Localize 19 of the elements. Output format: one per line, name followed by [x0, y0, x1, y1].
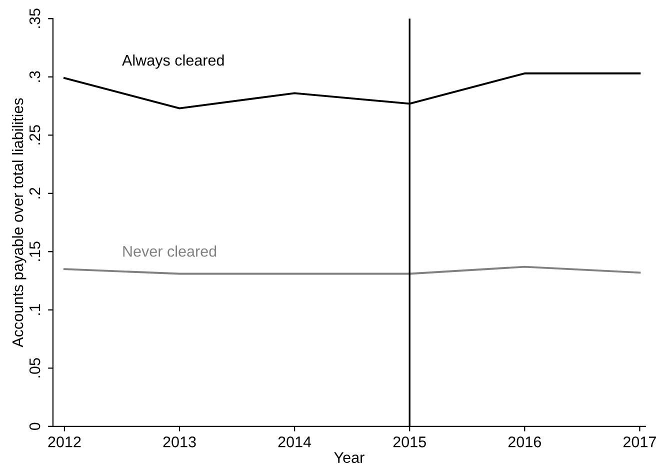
- x-tick-label: 2016: [508, 436, 541, 448]
- x-tick-label: 2014: [278, 436, 312, 448]
- y-tick-label: 0: [29, 422, 40, 430]
- y-tick-label: .25: [29, 125, 40, 144]
- series-label: Never cleared: [123, 246, 216, 257]
- x-tick-label: 2013: [163, 436, 196, 448]
- series-label: Always cleared: [122, 54, 224, 69]
- line-series: [63, 266, 641, 275]
- x-axis-title: Year: [334, 452, 364, 463]
- y-tick-label: .1: [30, 304, 40, 315]
- y-tick-label: .05: [29, 358, 40, 378]
- y-tick-label: .2: [29, 188, 40, 198]
- x-tick-label: 2012: [48, 436, 81, 448]
- x-tick-label: 2017: [623, 436, 656, 448]
- y-tick-label: .35: [29, 8, 40, 28]
- y-tick-label: .15: [30, 242, 40, 261]
- x-tick-label: 2015: [393, 436, 426, 448]
- y-tick-label: .3: [29, 71, 40, 82]
- y-axis-title: Accounts payable over total liabilities: [12, 98, 26, 348]
